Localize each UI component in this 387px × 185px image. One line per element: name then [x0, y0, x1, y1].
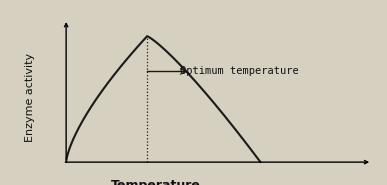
Text: Enzyme activity: Enzyme activity [25, 53, 35, 142]
Text: Temperature: Temperature [111, 179, 201, 185]
Text: Optimum temperature: Optimum temperature [180, 66, 298, 76]
